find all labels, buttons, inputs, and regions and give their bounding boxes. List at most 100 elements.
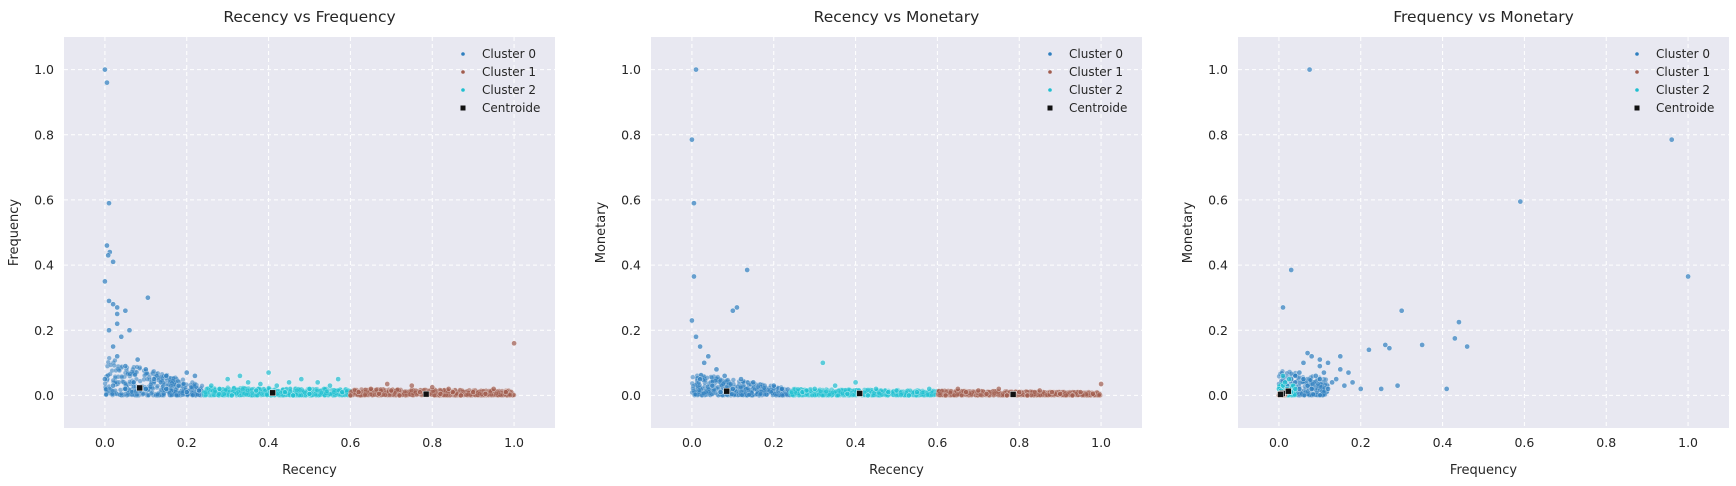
data-point-cluster-0 xyxy=(1300,360,1307,366)
data-point-cluster-0 xyxy=(122,307,129,314)
data-point-cluster-0 xyxy=(730,386,736,392)
data-point-cluster-0 xyxy=(758,391,764,397)
data-point-cluster-0 xyxy=(110,382,116,389)
data-point-cluster-1 xyxy=(1063,392,1069,398)
data-point-cluster-2 xyxy=(852,379,859,386)
legend-label: Cluster 0 xyxy=(1656,47,1710,61)
data-point-cluster-1 xyxy=(995,386,1002,392)
data-point-cluster-0 xyxy=(1310,381,1316,387)
data-point-cluster-1 xyxy=(937,390,943,396)
centroid-marker xyxy=(1285,387,1292,395)
y-tick-label: 0.4 xyxy=(1208,258,1228,273)
legend-label: Centroide xyxy=(1656,101,1714,115)
data-point-cluster-2 xyxy=(820,360,826,366)
data-point-cluster-1 xyxy=(493,391,499,397)
data-point-cluster-0 xyxy=(102,381,108,387)
data-point-cluster-0 xyxy=(190,392,196,398)
data-point-cluster-2 xyxy=(286,379,292,386)
data-point-cluster-2 xyxy=(795,386,801,392)
data-point-cluster-2 xyxy=(318,390,324,396)
data-point-cluster-0 xyxy=(181,381,187,387)
data-point-cluster-0 xyxy=(1443,386,1450,392)
data-point-cluster-0 xyxy=(1357,386,1364,392)
data-point-cluster-0 xyxy=(1323,377,1329,382)
data-point-cluster-0 xyxy=(188,384,194,390)
data-point-cluster-0 xyxy=(1315,381,1321,387)
y-tick-label: 0.2 xyxy=(1208,323,1228,338)
data-point-cluster-0 xyxy=(1300,376,1307,382)
data-point-cluster-0 xyxy=(151,368,157,374)
data-point-cluster-0 xyxy=(104,242,110,249)
data-point-cluster-0 xyxy=(1337,366,1344,373)
data-point-cluster-2 xyxy=(929,392,934,398)
data-point-cluster-0 xyxy=(693,391,698,397)
data-point-cluster-0 xyxy=(123,381,128,386)
data-point-cluster-2 xyxy=(898,392,904,397)
data-point-cluster-0 xyxy=(104,79,110,86)
y-axis-label: Frequency xyxy=(7,199,22,266)
x-tick-label: 1.0 xyxy=(504,435,524,450)
data-point-cluster-0 xyxy=(114,320,120,327)
legend-label: Centroide xyxy=(482,101,540,115)
data-point-cluster-0 xyxy=(730,307,736,314)
data-point-cluster-0 xyxy=(1345,369,1352,376)
data-point-cluster-0 xyxy=(108,362,114,368)
data-point-cluster-2 xyxy=(1292,386,1299,392)
centroid-marker xyxy=(269,389,276,397)
data-point-cluster-2 xyxy=(893,387,900,394)
x-tick-label: 0.2 xyxy=(764,435,784,450)
data-point-cluster-0 xyxy=(1464,343,1470,350)
data-point-cluster-0 xyxy=(183,389,190,395)
data-point-cluster-0 xyxy=(106,355,112,361)
data-point-cluster-2 xyxy=(257,381,264,387)
data-point-cluster-0 xyxy=(183,369,190,376)
data-point-cluster-1 xyxy=(1077,389,1084,395)
data-point-cluster-2 xyxy=(273,382,280,389)
x-tick-label: 0.6 xyxy=(927,435,947,450)
legend-label: Cluster 0 xyxy=(1069,47,1123,61)
data-point-cluster-0 xyxy=(691,273,697,280)
legend-label: Cluster 1 xyxy=(482,65,536,79)
data-point-cluster-2 xyxy=(228,392,235,399)
data-point-cluster-1 xyxy=(417,389,423,395)
data-point-cluster-2 xyxy=(905,392,912,399)
data-point-cluster-0 xyxy=(739,392,745,398)
centroid-marker xyxy=(136,384,143,392)
x-tick-label: 0.4 xyxy=(846,435,866,450)
data-point-cluster-0 xyxy=(145,294,151,301)
data-point-cluster-2 xyxy=(223,387,229,393)
data-point-cluster-1 xyxy=(470,389,476,395)
data-point-cluster-1 xyxy=(363,387,368,393)
x-axis-label: Frequency xyxy=(1450,463,1517,478)
y-tick-label: 1.0 xyxy=(34,62,54,77)
data-point-cluster-0 xyxy=(1325,386,1331,392)
data-point-cluster-0 xyxy=(114,353,120,360)
legend-label: Cluster 2 xyxy=(1069,83,1123,97)
data-point-cluster-0 xyxy=(1301,392,1307,398)
data-point-cluster-2 xyxy=(306,390,313,397)
legend-marker-cluster-2 xyxy=(1635,88,1639,92)
legend-marker-cluster-0 xyxy=(461,52,465,56)
data-point-cluster-0 xyxy=(1317,392,1323,398)
y-tick-label: 0.8 xyxy=(34,127,54,142)
data-point-cluster-0 xyxy=(143,386,149,392)
data-point-cluster-2 xyxy=(811,386,818,392)
data-point-cluster-2 xyxy=(339,389,346,395)
y-tick-label: 0.6 xyxy=(1208,192,1228,207)
data-point-cluster-2 xyxy=(331,389,337,395)
data-point-cluster-0 xyxy=(728,381,734,387)
data-point-cluster-1 xyxy=(372,392,378,398)
x-tick-label: 0.8 xyxy=(1596,435,1616,450)
data-point-cluster-2 xyxy=(885,389,892,395)
data-point-cluster-0 xyxy=(148,381,154,387)
data-point-cluster-2 xyxy=(914,389,920,395)
legend-marker-cluster-0 xyxy=(1048,52,1052,56)
data-point-cluster-1 xyxy=(1090,390,1096,397)
data-point-cluster-0 xyxy=(1419,342,1425,348)
x-axis-label: Recency xyxy=(869,463,924,478)
data-point-cluster-0 xyxy=(1394,382,1401,389)
y-tick-label: 0.4 xyxy=(34,258,54,273)
data-point-cluster-0 xyxy=(169,392,175,398)
x-tick-label: 0.6 xyxy=(1514,435,1534,450)
data-point-cluster-0 xyxy=(122,363,129,369)
